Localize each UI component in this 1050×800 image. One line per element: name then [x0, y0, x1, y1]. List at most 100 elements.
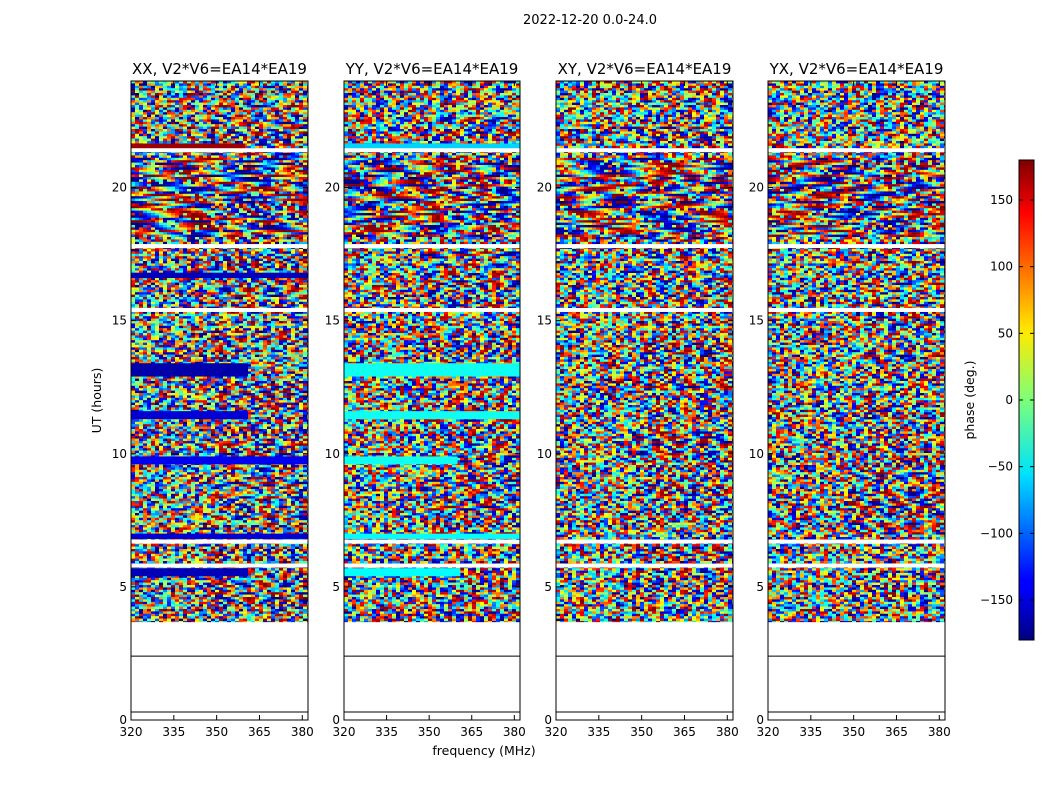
y-tick-label: 10 [749, 447, 764, 461]
axes-frame [130, 80, 309, 721]
y-tick-label: 20 [325, 181, 340, 195]
x-tick-label: 380 [928, 725, 951, 739]
y-tick-label: 0 [756, 713, 764, 727]
y-axis-label: UT (hours) [89, 368, 104, 434]
x-tick-label: 380 [716, 725, 739, 739]
x-tick-label: 350 [205, 725, 228, 739]
flag-gap [344, 539, 520, 544]
y-tick-label: 15 [537, 314, 552, 328]
x-tick-label: 335 [375, 725, 398, 739]
flag-gap [131, 307, 308, 312]
x-tick-label: 320 [545, 725, 568, 739]
colorbar-tick-label: −100 [980, 526, 1013, 540]
colorbar-label: phase (deg.) [962, 361, 977, 440]
flag-gap [131, 622, 308, 627]
solid-band [131, 272, 308, 279]
x-tick-label: 350 [842, 725, 865, 739]
colorbar-tick-label: 50 [998, 326, 1013, 340]
flag-gap [344, 244, 520, 249]
flag-gap [131, 244, 308, 249]
heatmap-cells [344, 81, 520, 627]
flag-gap [768, 539, 945, 544]
flag-gap [768, 563, 945, 568]
colorbar-tick-label: −50 [988, 460, 1013, 474]
solid-band [131, 411, 249, 420]
axes-frame [767, 80, 946, 721]
x-tick-label: 320 [333, 725, 356, 739]
figure-title: 2022-12-20 0.0-24.0 [0, 13, 1050, 28]
x-tick-label: 365 [885, 725, 908, 739]
y-tick-label: 0 [332, 713, 340, 727]
panel-title: YY, V2*V6=EA14*EA19 [345, 60, 519, 78]
panel-2: YY, V2*V6=EA14*EA19 320 335 350 365 380 0 5 10 15… [325, 60, 536, 758]
x-tick-label: 320 [120, 725, 143, 739]
y-tick-label: 10 [112, 447, 127, 461]
flag-gap [556, 539, 733, 544]
solid-band [131, 456, 308, 465]
solid-band [344, 411, 520, 420]
y-tick-label: 5 [544, 580, 552, 594]
solid-band [131, 363, 249, 377]
y-tick-label: 0 [119, 713, 127, 727]
solid-band [344, 533, 520, 539]
y-tick-label: 10 [325, 447, 340, 461]
heatmap-cells [556, 81, 733, 627]
panel-title: XY, V2*V6=EA14*EA19 [558, 60, 732, 78]
colorbar-tick-label: 150 [990, 193, 1013, 207]
x-tick-label: 350 [630, 725, 653, 739]
y-tick-label: 15 [749, 314, 764, 328]
heatmap-cells [768, 81, 945, 627]
colorbar: −150 −100 −50 0 50 100 150 phase (deg.) [962, 159, 1035, 641]
solid-band [344, 363, 520, 377]
flag-gap [556, 307, 733, 312]
flag-gap [344, 307, 520, 312]
flag-gap [556, 244, 733, 249]
y-tick-label: 5 [756, 580, 764, 594]
axes-frame [555, 80, 734, 721]
panel-4: YX, V2*V6=EA14*EA19 320 335 350 365 380 0 5 10 15… [749, 60, 951, 739]
x-tick-label: 335 [162, 725, 185, 739]
colorbar-tick-label: −150 [980, 593, 1013, 607]
y-tick-label: 15 [325, 314, 340, 328]
x-tick-label: 365 [460, 725, 483, 739]
solid-band [344, 568, 461, 577]
solid-band [344, 456, 458, 465]
panel-1: XX, V2*V6=EA14*EA19 320 335 350 365 380 0 5 10 15… [89, 60, 314, 739]
y-tick-label: 15 [112, 314, 127, 328]
flag-gap [344, 622, 520, 627]
x-tick-label: 365 [248, 725, 271, 739]
flag-gap [556, 148, 733, 153]
x-tick-label: 365 [673, 725, 696, 739]
x-tick-label: 320 [757, 725, 780, 739]
solid-band [131, 568, 249, 577]
flag-gap [344, 563, 520, 568]
x-tick-label: 380 [291, 725, 314, 739]
flag-gap [344, 148, 520, 153]
heatmap-cells [131, 81, 308, 627]
axes-frame [343, 80, 521, 721]
flag-gap [131, 563, 308, 568]
y-tick-label: 5 [332, 580, 340, 594]
y-tick-label: 5 [119, 580, 127, 594]
solid-band [344, 143, 520, 151]
colorbar-tick-label: 100 [990, 260, 1013, 274]
y-tick-label: 0 [544, 713, 552, 727]
solid-band [131, 143, 246, 151]
y-tick-label: 20 [537, 181, 552, 195]
panel-3: XY, V2*V6=EA14*EA19 320 335 350 365 380 0 5 10 15… [537, 60, 739, 739]
panel-title: YX, V2*V6=EA14*EA19 [769, 60, 944, 78]
x-tick-label: 380 [503, 725, 526, 739]
flag-gap [131, 539, 308, 544]
y-tick-label: 20 [112, 181, 127, 195]
flag-gap [131, 148, 308, 153]
flag-gap [768, 622, 945, 627]
flag-gap [768, 244, 945, 249]
flag-gap [556, 622, 733, 627]
colorbar-tick-label: 0 [1005, 393, 1013, 407]
x-tick-label: 335 [799, 725, 822, 739]
y-tick-label: 20 [749, 181, 764, 195]
flag-gap [768, 307, 945, 312]
solid-band [131, 533, 308, 539]
